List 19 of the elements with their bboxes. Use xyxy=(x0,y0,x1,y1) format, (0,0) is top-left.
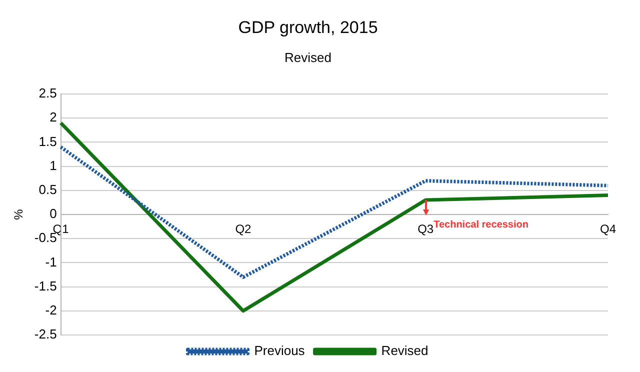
y-tick-label: 0.5 xyxy=(38,182,57,197)
y-tick-label: -2 xyxy=(45,302,57,318)
x-tick-label: Q2 xyxy=(235,222,252,236)
chart-title: GDP growth, 2015 xyxy=(238,18,378,37)
y-tick-label: 1.5 xyxy=(38,134,57,149)
legend-label: Revised xyxy=(381,343,428,358)
y-tick-label: 2 xyxy=(50,110,57,125)
y-tick-label: 0 xyxy=(50,206,57,222)
y-tick-label: 1 xyxy=(50,158,57,173)
x-tick-label: Q4 xyxy=(600,222,616,236)
y-tick-label: -2.5 xyxy=(34,326,57,342)
y-axis-title: % xyxy=(12,208,26,220)
y-tick-label: -1 xyxy=(45,254,57,270)
annotation: Technical recession xyxy=(434,219,528,230)
legend-label: Previous xyxy=(254,343,306,358)
y-tick-label: -1.5 xyxy=(34,278,57,294)
y-tick-label: 2.5 xyxy=(38,86,57,101)
chart-subtitle: Revised xyxy=(284,50,332,65)
x-tick-label: Q3 xyxy=(418,222,434,236)
